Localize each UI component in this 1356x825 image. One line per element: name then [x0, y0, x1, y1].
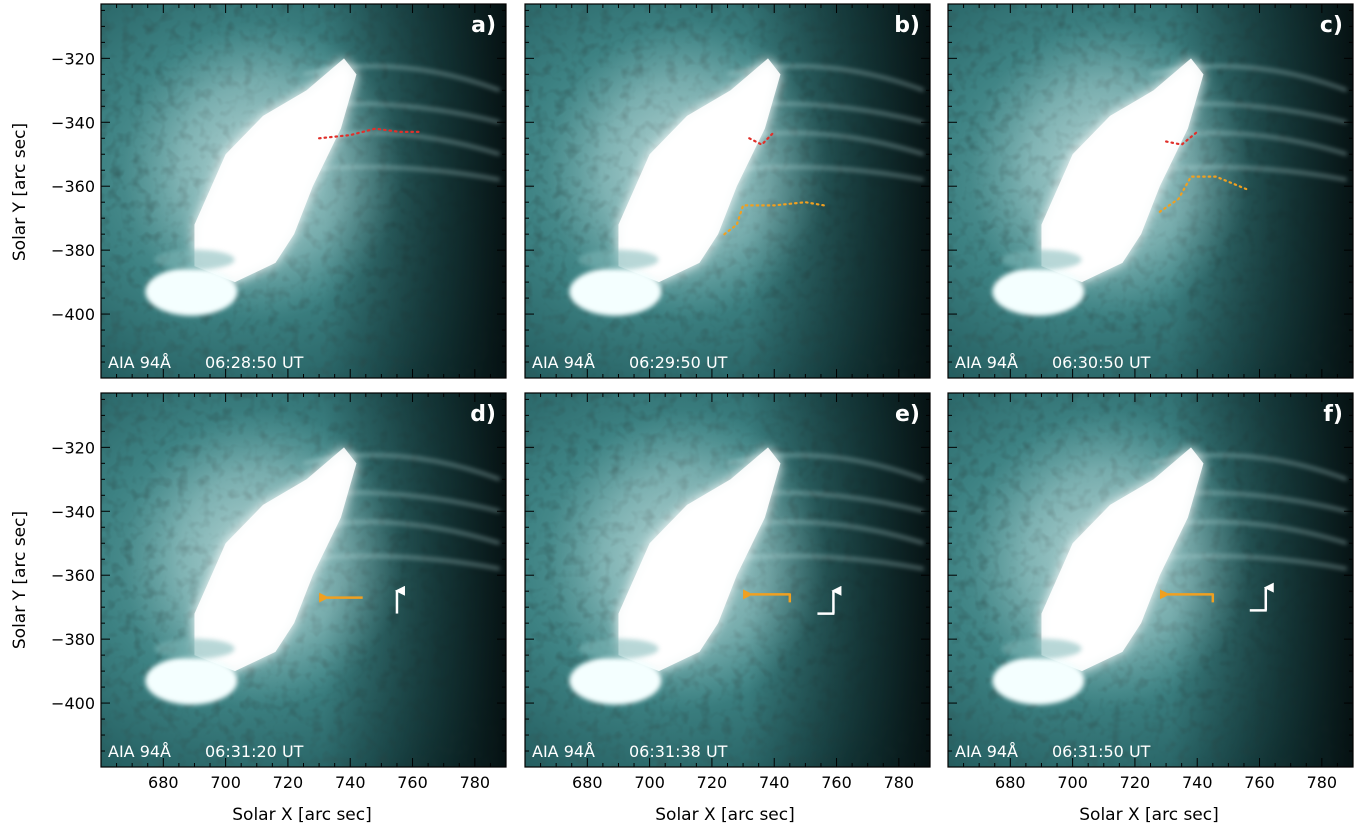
instrument-label: AIA 94Å	[532, 742, 595, 761]
timestamp-label: 06:31:50 UT	[1052, 742, 1151, 761]
x-axis-label-left: Solar X [arc sec]	[232, 805, 372, 825]
x-tick-label: 680	[995, 773, 1026, 792]
x-tick-label: 780	[884, 773, 915, 792]
x-tick-label: 760	[397, 773, 428, 792]
lower-loop	[992, 267, 1085, 316]
euv-image	[948, 4, 1353, 378]
y-tick-label: −380	[51, 241, 95, 260]
timestamp-label: 06:31:20 UT	[205, 742, 304, 761]
red-dotted-trace	[318, 127, 420, 140]
y-tick-label: −340	[51, 502, 95, 521]
panel-b: b) AIA 94Å 06:29:50 UT	[524, 3, 931, 379]
y-tick-label: −320	[51, 49, 95, 68]
x-tick-label: 720	[1120, 773, 1151, 792]
timestamp-label: 06:31:38 UT	[629, 742, 728, 761]
lower-loop	[569, 656, 662, 705]
x-tick-label: 760	[1244, 773, 1275, 792]
y-tick-label: −360	[51, 177, 95, 196]
axis-ticks	[948, 4, 1354, 378]
y-tick-label: −400	[51, 305, 95, 324]
x-tick-label: 700	[210, 773, 241, 792]
axis-ticks	[525, 393, 931, 767]
panel-label: b)	[894, 13, 920, 38]
euv-image	[101, 393, 506, 767]
lower-loop	[992, 656, 1085, 705]
x-tick-label: 780	[460, 773, 491, 792]
x-axis-label-middle: Solar X [arc sec]	[655, 805, 795, 825]
instrument-label: AIA 94Å	[108, 742, 171, 761]
y-axis-label-top: Solar Y [arc sec]	[10, 123, 30, 261]
y-tick-label: −340	[51, 113, 95, 132]
lower-loop	[569, 267, 662, 316]
panel-label: f)	[1323, 402, 1343, 427]
timestamp-label: 06:28:50 UT	[205, 353, 304, 372]
x-tick-label: 740	[1182, 773, 1213, 792]
panel-a: a) AIA 94Å 06:28:50 UT −320 −340 −360 −380 −400	[51, 3, 507, 379]
euv-image	[525, 4, 930, 378]
panel-label: a)	[471, 13, 496, 38]
euv-image	[101, 4, 506, 378]
x-tick-label: 780	[1307, 773, 1338, 792]
timestamp-label: 06:29:50 UT	[629, 353, 728, 372]
axis-ticks	[101, 4, 507, 378]
axis-ticks	[101, 393, 507, 767]
orange-dotted-trace	[1158, 175, 1249, 213]
instrument-label: AIA 94Å	[955, 742, 1018, 761]
y-tick-label: −320	[51, 438, 95, 457]
orange-dotted-trace	[723, 201, 826, 236]
x-tick-label: 720	[273, 773, 304, 792]
panel-label: c)	[1320, 13, 1343, 38]
x-axis-label-right: Solar X [arc sec]	[1079, 805, 1219, 825]
y-axis-label-bottom: Solar Y [arc sec]	[10, 511, 30, 649]
panel-c: c) AIA 94Å 06:30:50 UT	[947, 3, 1354, 379]
axis-ticks	[525, 4, 931, 378]
lower-loop	[145, 267, 238, 316]
x-tick-label: 700	[634, 773, 665, 792]
x-tick-label: 740	[759, 773, 790, 792]
red-dotted-trace	[1164, 130, 1199, 146]
timestamp-label: 06:30:50 UT	[1052, 353, 1151, 372]
panel-e: e) AIA 94Å 06:31:38 UT 680 700 720 740 760 780	[524, 392, 931, 792]
red-dotted-trace	[748, 130, 776, 146]
lower-loop	[145, 656, 238, 705]
x-tick-label: 680	[148, 773, 179, 792]
instrument-label: AIA 94Å	[955, 353, 1018, 372]
x-tick-label: 720	[697, 773, 728, 792]
instrument-label: AIA 94Å	[532, 353, 595, 372]
y-tick-label: −360	[51, 566, 95, 585]
euv-image	[948, 393, 1353, 767]
x-tick-label: 740	[335, 773, 366, 792]
panel-label: e)	[895, 402, 920, 427]
panel-d: d) AIA 94Å 06:31:20 UT −320 −340 −360 −380 −400…	[51, 392, 507, 792]
axis-ticks	[948, 393, 1354, 767]
euv-image	[525, 393, 930, 767]
x-tick-label: 680	[572, 773, 603, 792]
panels-group: a) AIA 94Å 06:28:50 UT −320 −340 −360 −380 −400…	[51, 3, 1354, 792]
x-tick-label: 760	[821, 773, 852, 792]
panel-f: f) AIA 94Å 06:31:50 UT 680 700 720 740 760 780	[947, 392, 1354, 792]
x-tick-label: 700	[1057, 773, 1088, 792]
panel-label: d)	[470, 402, 496, 427]
y-tick-label: −400	[51, 694, 95, 713]
y-tick-label: −380	[51, 630, 95, 649]
instrument-label: AIA 94Å	[108, 353, 171, 372]
